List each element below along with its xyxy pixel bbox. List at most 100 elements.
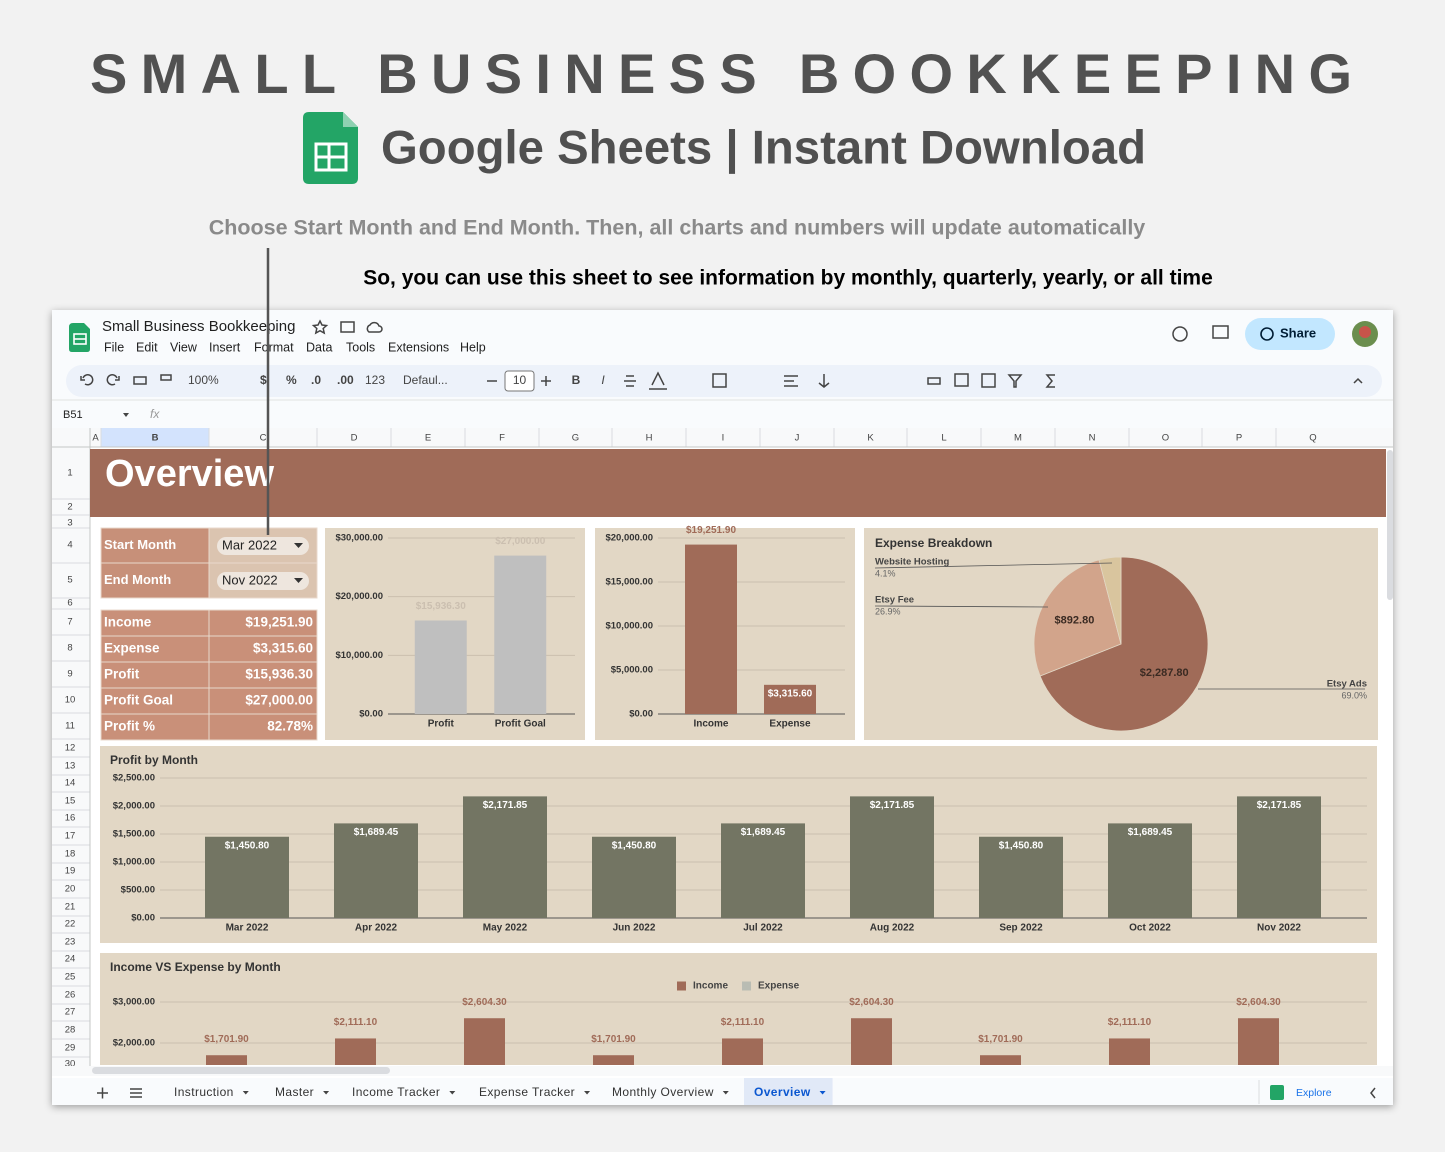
currency-format[interactable]: $ [260, 373, 267, 387]
column-header[interactable]: I [722, 433, 725, 444]
row-header[interactable]: 5 [67, 575, 72, 586]
increase-decimals[interactable]: .00 [337, 373, 354, 387]
row-header[interactable]: 12 [65, 743, 76, 754]
all-sheets[interactable] [130, 1088, 142, 1098]
row-header[interactable]: 30 [65, 1059, 76, 1070]
row-header[interactable]: 11 [65, 721, 75, 732]
sheet-tab[interactable]: Instruction [174, 1085, 234, 1099]
column-header[interactable]: H [646, 433, 653, 444]
row-header[interactable]: 8 [67, 643, 72, 654]
percent-format[interactable]: % [286, 373, 297, 387]
column-header[interactable]: E [425, 433, 431, 444]
column-header[interactable]: D [351, 433, 358, 444]
row-header[interactable]: 18 [65, 849, 76, 860]
menu-item[interactable]: Tools [346, 340, 375, 354]
valign-icon[interactable] [818, 374, 830, 388]
month-dropdown[interactable] [217, 537, 309, 555]
row-header[interactable]: 24 [65, 954, 76, 965]
zoom[interactable]: 100% [188, 373, 219, 387]
move-icon[interactable] [340, 321, 355, 333]
align-icon[interactable] [784, 375, 798, 387]
dropdown-caret[interactable] [294, 543, 303, 548]
row-header[interactable]: 23 [65, 937, 76, 948]
font-size[interactable]: 10 [513, 373, 527, 387]
sheet-tab[interactable]: Income Tracker [352, 1085, 440, 1099]
bold-button[interactable]: B [572, 373, 581, 387]
row-header[interactable]: 20 [65, 884, 76, 895]
row-header[interactable]: 26 [65, 990, 76, 1001]
sheet-tab[interactable]: Overview [754, 1085, 811, 1099]
italic-button[interactable]: I [601, 373, 605, 387]
column-header[interactable]: P [1236, 433, 1242, 444]
dropdown-caret[interactable] [294, 578, 303, 583]
link-icon[interactable] [927, 377, 941, 385]
column-header[interactable]: O [1162, 433, 1169, 444]
explore-label[interactable]: Explore [1296, 1087, 1332, 1099]
row-header[interactable]: 15 [65, 796, 76, 807]
row-header[interactable]: 27 [65, 1007, 76, 1018]
row-header[interactable]: 7 [67, 617, 72, 628]
column-header[interactable]: N [1089, 433, 1096, 444]
horizontal-scrollbar[interactable] [92, 1067, 390, 1074]
menu-item[interactable]: Edit [136, 340, 158, 354]
doc-title[interactable]: Small Business Bookkeeping [102, 318, 295, 335]
cloud-icon[interactable] [366, 321, 383, 333]
column-header[interactable]: B [152, 433, 159, 444]
row-header[interactable]: 2 [67, 502, 72, 513]
add-sheet[interactable] [97, 1087, 108, 1099]
row-header[interactable]: 3 [67, 518, 72, 529]
menu-item[interactable]: Extensions [388, 340, 449, 354]
tab-caret[interactable] [584, 1091, 591, 1095]
legend-swatch[interactable] [742, 981, 752, 991]
font-size-box[interactable] [504, 370, 535, 392]
column-header[interactable]: G [572, 433, 579, 444]
column-header[interactable]: J [795, 433, 800, 444]
paint-format-icon[interactable] [160, 374, 172, 381]
name-box-caret[interactable] [123, 413, 129, 417]
row-header[interactable]: 6 [67, 598, 72, 609]
increase-size[interactable] [541, 376, 551, 386]
column-header[interactable]: M [1014, 433, 1022, 444]
menu-item[interactable]: View [170, 340, 198, 354]
menu-item[interactable]: File [104, 340, 124, 354]
share-label[interactable]: Share [1280, 325, 1316, 340]
tab-caret[interactable] [819, 1091, 826, 1095]
legend-label[interactable]: Income [693, 981, 728, 992]
row-header[interactable]: 14 [65, 778, 76, 789]
legend-label[interactable]: Expense [758, 981, 800, 992]
row-header[interactable]: 28 [65, 1025, 76, 1036]
column-header[interactable]: K [867, 433, 874, 444]
sheet-tab[interactable]: Master [275, 1085, 314, 1099]
row-header[interactable]: 10 [65, 695, 76, 706]
row-header[interactable]: 4 [67, 540, 72, 551]
menu-item[interactable]: Help [460, 340, 486, 354]
row-header[interactable]: 16 [65, 813, 76, 824]
vertical-scrollbar[interactable] [1387, 450, 1393, 600]
row-header[interactable]: 25 [65, 972, 76, 983]
collapse-toolbar[interactable] [1353, 377, 1363, 384]
comment-icon[interactable] [1212, 325, 1229, 339]
name-box[interactable]: B51 [63, 409, 83, 421]
row-header[interactable]: 22 [65, 919, 76, 930]
sheet-tab[interactable]: Expense Tracker [479, 1085, 575, 1099]
side-panel-toggle[interactable] [1370, 1087, 1376, 1099]
row-header[interactable]: 29 [65, 1043, 76, 1054]
redo-icon[interactable] [106, 374, 120, 386]
menu-item[interactable]: Format [254, 340, 294, 354]
filter-icon[interactable] [1007, 374, 1023, 388]
tab-caret[interactable] [449, 1091, 456, 1095]
star-icon[interactable] [311, 319, 329, 335]
tab-caret[interactable] [722, 1091, 729, 1095]
column-header[interactable]: L [941, 433, 946, 444]
function-icon[interactable] [1045, 374, 1055, 388]
row-header[interactable]: 17 [65, 831, 76, 842]
comment-insert-icon[interactable] [954, 373, 969, 387]
column-header[interactable]: C [260, 433, 267, 444]
strike-icon[interactable] [624, 375, 636, 387]
chart-icon[interactable] [981, 373, 996, 388]
sheet-tab[interactable]: Monthly Overview [612, 1085, 714, 1099]
legend-swatch[interactable] [677, 981, 686, 991]
tab-caret[interactable] [242, 1091, 249, 1095]
borders-icon[interactable] [712, 373, 727, 388]
month-dropdown[interactable] [217, 572, 309, 590]
